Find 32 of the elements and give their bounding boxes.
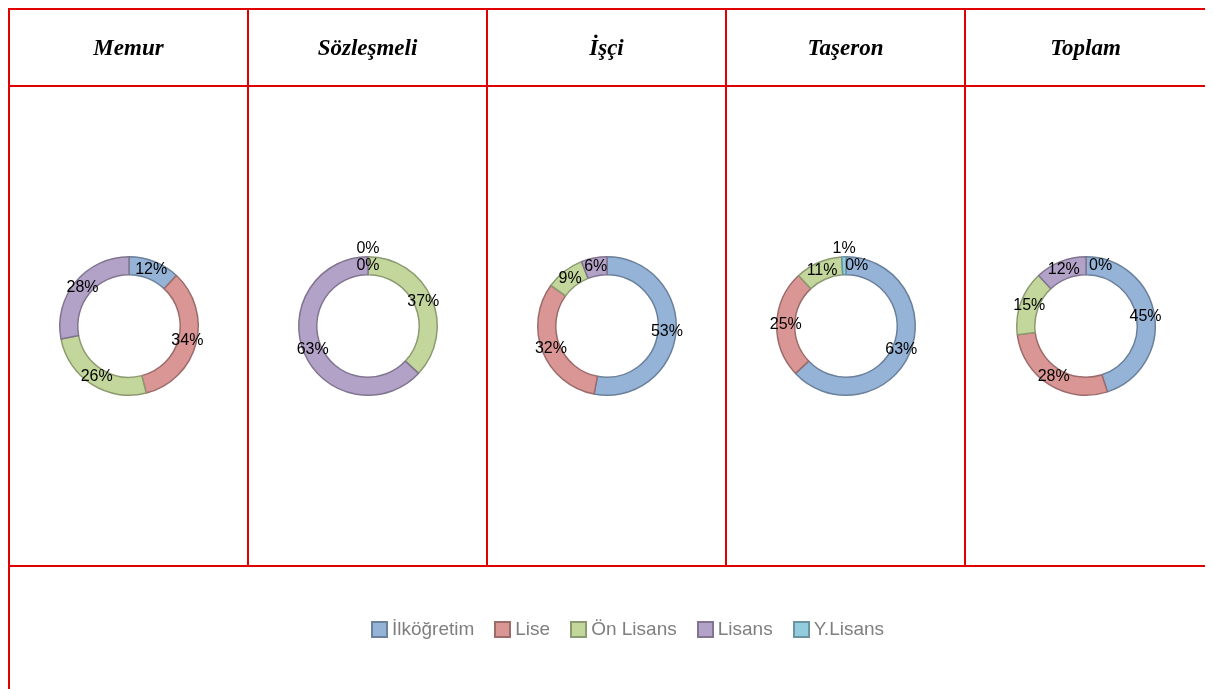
legend-label: Y.Lisans [813,618,885,640]
legend-label: Lisans [717,618,773,640]
data-label: 9% [558,268,582,286]
data-label: 34% [170,331,203,349]
data-label: 63% [296,340,329,358]
data-label: 45% [1128,306,1162,324]
data-label: 26% [80,367,113,385]
data-label: 12% [134,260,167,278]
legend-label: Ön Lisans [591,618,677,640]
data-label: 11% [806,261,837,279]
chart-title: Sözleşmeli [249,10,486,87]
data-label: 63% [884,340,917,358]
chart-title: Taşeron [727,10,964,87]
text: 0% [844,256,868,274]
data-label: 28% [1037,367,1070,385]
data-label: 6% [583,257,607,275]
data-label: 1% [832,239,856,257]
chart-title: İşçi [488,10,725,87]
chart-title: Toplam [966,10,1205,87]
data-label: 28% [66,278,99,295]
chart-title: Memur [10,10,247,87]
data-label: 53% [650,322,683,340]
data-label: 37% [406,292,439,310]
text: 0% [1088,256,1112,274]
legend-label: Lise [515,618,551,640]
data-label: 12% [1047,260,1080,278]
text: 0% [355,239,380,257]
data-label: 25% [769,314,802,332]
text: 0% [355,256,380,274]
data-label: 15% [1012,296,1045,313]
legend-label: İlköğretim [391,618,475,640]
data-label: 32% [534,338,567,356]
